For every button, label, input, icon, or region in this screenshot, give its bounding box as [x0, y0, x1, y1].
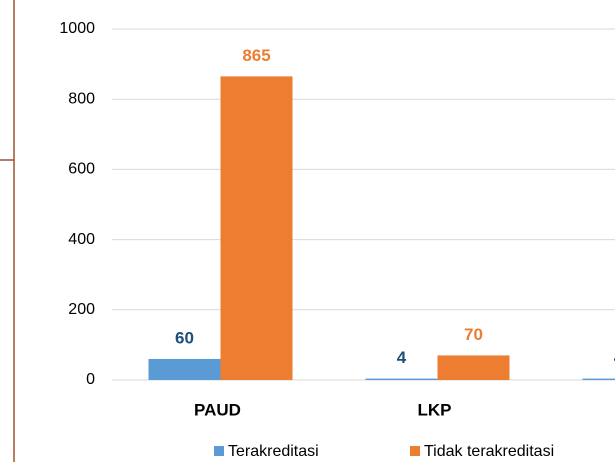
value-label: 4: [614, 348, 615, 367]
legend-label: Terakreditasi: [228, 443, 319, 460]
bar: [220, 76, 293, 380]
legend-label: Tidak terakreditasi: [424, 443, 554, 460]
value-label: 4: [397, 348, 407, 367]
value-label: 865: [242, 46, 270, 65]
bar: [365, 378, 438, 380]
bar: [148, 358, 221, 380]
y-tick-label: 200: [68, 301, 95, 318]
y-tick-label: 800: [68, 90, 95, 107]
value-label: 60: [175, 328, 194, 347]
bar: [582, 378, 615, 380]
x-tick-label: PAUD: [194, 400, 241, 419]
y-tick-label: 400: [68, 231, 95, 248]
y-tick-label: 600: [68, 161, 95, 178]
bar: [437, 355, 510, 380]
legend-swatch: [214, 446, 224, 456]
y-tick-label: 1000: [59, 20, 95, 37]
y-tick-label: 0: [86, 371, 95, 388]
value-label: 70: [464, 325, 483, 344]
legend-swatch: [410, 446, 420, 456]
x-tick-label: LKP: [418, 400, 452, 419]
